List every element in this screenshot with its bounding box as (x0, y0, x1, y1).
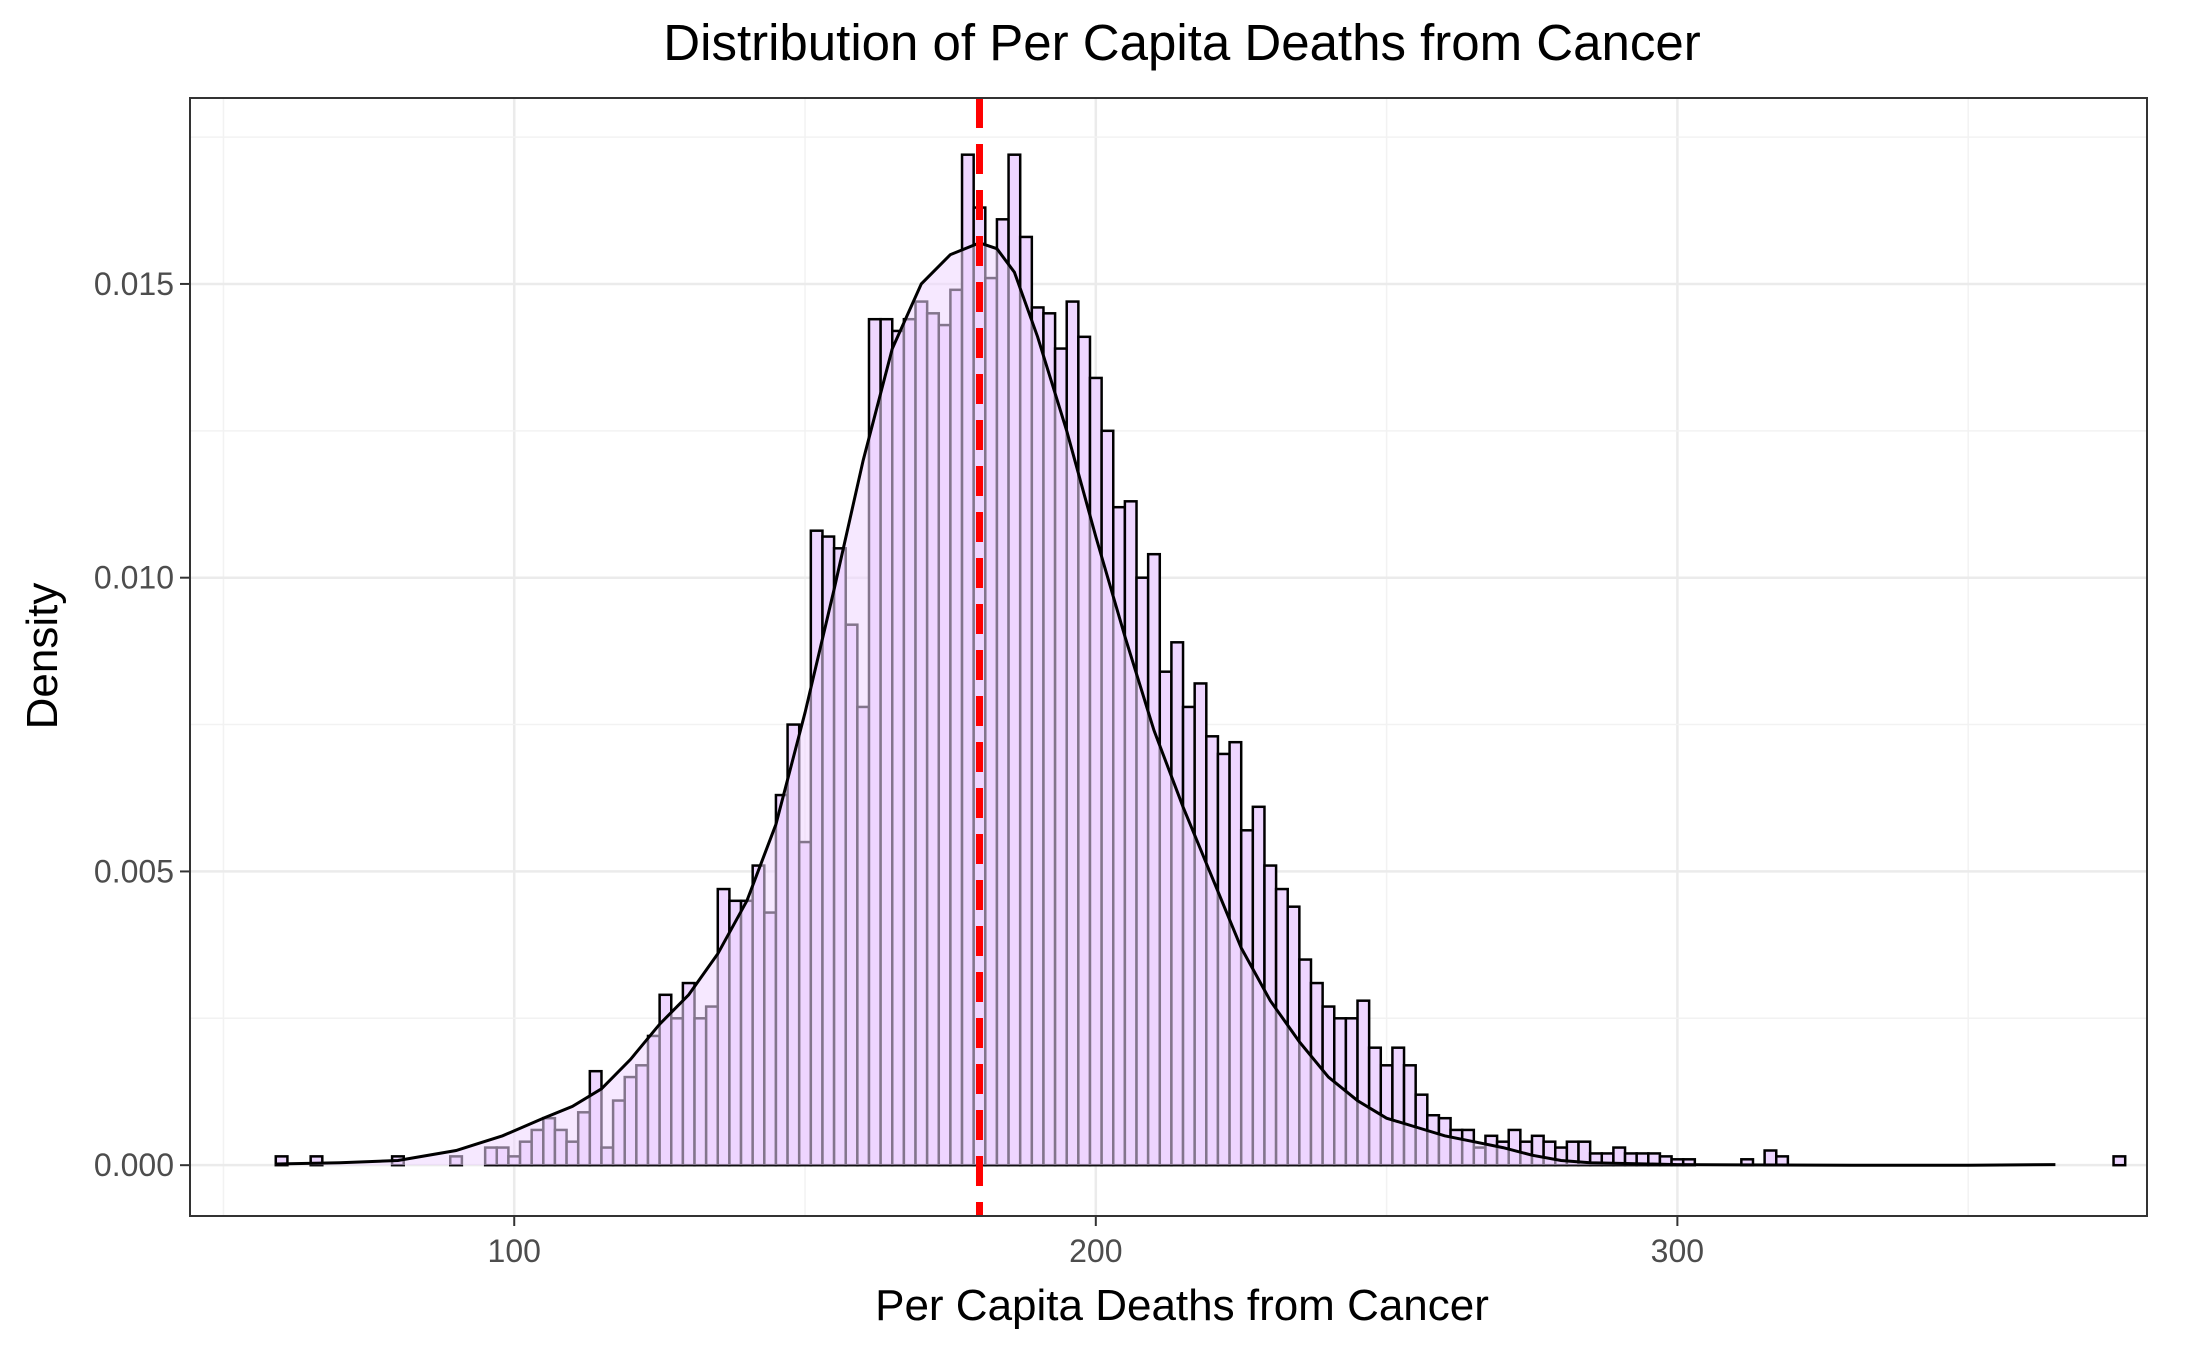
x-axis-ticks: 100 200 300 (488, 1216, 1704, 1269)
x-tick-label: 100 (488, 1233, 541, 1269)
density-curve-group (275, 241, 2056, 1167)
y-tick-label: 0.010 (94, 560, 174, 596)
x-tick-label: 300 (1651, 1233, 1704, 1269)
x-axis-title: Per Capita Deaths from Cancer (875, 1281, 1489, 1330)
histogram-bar (1763, 1149, 1778, 1167)
x-tick-label: 200 (1069, 1233, 1122, 1269)
density-curve (275, 241, 2056, 1167)
y-tick-label: 0.000 (94, 1147, 174, 1183)
y-tick-label: 0.015 (94, 266, 174, 302)
chart-title: Distribution of Per Capita Deaths from C… (663, 14, 1700, 71)
panel-border (189, 97, 2148, 1217)
density-area (275, 242, 2056, 1166)
y-axis-title: Density (18, 583, 67, 730)
y-axis-ticks: 0.000 0.005 0.010 0.015 (94, 266, 190, 1183)
y-tick-label: 0.005 (94, 853, 174, 889)
histogram-bar (2112, 1155, 2127, 1167)
